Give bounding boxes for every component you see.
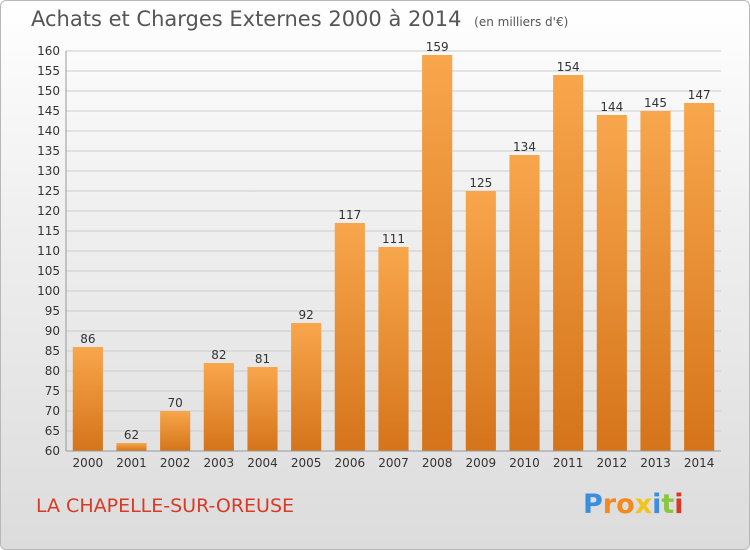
x-tick-label: 2011	[553, 456, 584, 470]
x-tick-label: 2002	[160, 456, 191, 470]
x-tick-label: 2004	[247, 456, 278, 470]
bar-value-label: 62	[124, 428, 139, 442]
x-tick-label: 2005	[291, 456, 322, 470]
y-tick-label: 70	[45, 404, 60, 418]
y-tick-label: 90	[45, 324, 60, 338]
y-tick-label: 160	[37, 44, 60, 58]
bar	[334, 223, 365, 451]
y-tick-label: 60	[45, 444, 60, 458]
bar	[509, 155, 540, 451]
bar-value-label: 125	[469, 176, 492, 190]
x-axis: 2000 2001 2002 2003 2004 2005 2006 2007 2008 2009…	[66, 450, 721, 470]
y-tick-label: 115	[37, 224, 60, 238]
logo-letter: r	[602, 489, 617, 520]
y-tick-label: 155	[37, 64, 60, 78]
logo-letter: i	[674, 489, 684, 520]
x-tick-label: 2006	[335, 456, 366, 470]
bar	[684, 103, 715, 451]
y-tick-label: 125	[37, 184, 60, 198]
bar-value-label: 86	[80, 332, 95, 346]
y-tick-label: 145	[37, 104, 60, 118]
y-tick-label: 150	[37, 84, 60, 98]
y-tick-label: 95	[45, 304, 60, 318]
bar-value-label: 145	[644, 96, 667, 110]
y-axis: 60 65 70 75 80 85 90 95 100 105 110 115 120 125 130 135…	[37, 44, 67, 458]
x-tick-label: 2007	[378, 456, 409, 470]
y-tick-label: 75	[45, 384, 60, 398]
bar-value-label: 159	[426, 40, 449, 54]
bar	[160, 411, 191, 451]
y-tick-label: 85	[45, 344, 60, 358]
bar	[247, 367, 278, 451]
x-tick-label: 2009	[466, 456, 497, 470]
x-tick-label: 2000	[73, 456, 104, 470]
chart-title: Achats et Charges Externes 2000 à 2014 (…	[31, 7, 568, 31]
y-tick-label: 80	[45, 364, 60, 378]
y-tick-label: 130	[37, 164, 60, 178]
bar-value-label: 144	[600, 100, 623, 114]
x-tick-label: 2010	[509, 456, 540, 470]
bars: 86 62 70 82 81 92 117 111 159 125 134 154 144 145 147	[72, 40, 715, 451]
logo-letter: P	[583, 489, 603, 520]
bar	[72, 347, 103, 451]
x-tick-label: 2003	[204, 456, 235, 470]
bar-value-label: 92	[299, 308, 314, 322]
bar-value-label: 81	[255, 352, 270, 366]
y-tick-label: 120	[37, 204, 60, 218]
bar-value-label: 70	[168, 396, 183, 410]
chart-title-main: Achats et Charges Externes 2000 à 2014	[31, 7, 462, 31]
bar	[116, 443, 147, 451]
commune-name: LA CHAPELLE-SUR-OREUSE	[36, 495, 295, 517]
y-tick-label: 105	[37, 264, 60, 278]
x-tick-label: 2008	[422, 456, 453, 470]
bar	[291, 323, 322, 451]
bar-value-label: 134	[513, 140, 536, 154]
logo-letter: t	[661, 489, 675, 520]
bar	[203, 363, 234, 451]
logo-letter: i	[652, 489, 662, 520]
x-tick-label: 2014	[684, 456, 715, 470]
bar-value-label: 82	[211, 348, 226, 362]
logo-letter: o	[616, 489, 635, 520]
bar	[640, 111, 671, 451]
x-tick-label: 2001	[116, 456, 147, 470]
bar-value-label: 117	[338, 208, 361, 222]
x-tick-label: 2012	[597, 456, 628, 470]
y-tick-label: 110	[37, 244, 60, 258]
chart-title-unit: (en milliers d'€)	[474, 15, 569, 29]
bar-value-label: 111	[382, 232, 405, 246]
bar-value-label: 154	[557, 60, 580, 74]
bar	[422, 55, 453, 451]
bar	[465, 191, 496, 451]
y-tick-label: 65	[45, 424, 60, 438]
logo-letter: x	[634, 489, 653, 520]
y-tick-label: 100	[37, 284, 60, 298]
proxiti-logo: Proxiti	[583, 489, 684, 520]
bar-value-label: 147	[688, 88, 711, 102]
bar	[378, 247, 409, 451]
y-tick-label: 135	[37, 144, 60, 158]
bar	[596, 115, 627, 451]
bar	[553, 75, 584, 451]
x-tick-label: 2013	[640, 456, 671, 470]
y-tick-label: 140	[37, 124, 60, 138]
